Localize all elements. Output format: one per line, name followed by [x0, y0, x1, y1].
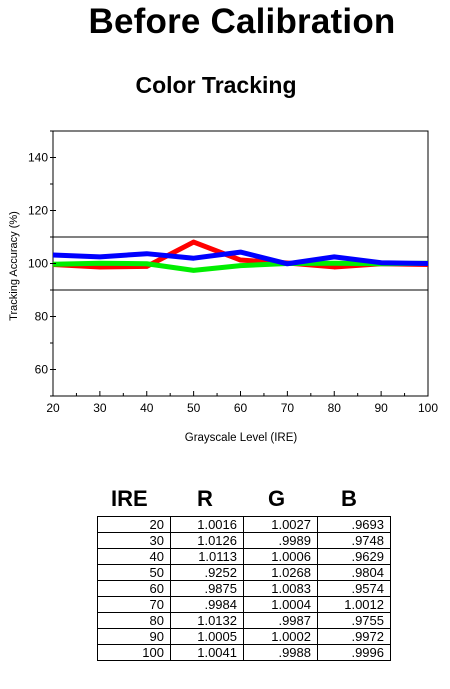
b-cell: .9755 [317, 612, 391, 629]
series-line-2 [52, 249, 429, 267]
g-cell: .9988 [243, 644, 318, 661]
g-cell: 1.0002 [243, 628, 318, 645]
table-row: 30 1.0126.9989.9748 [97, 532, 391, 549]
r-cell: 1.0126 [170, 532, 244, 549]
ire-cell: 90 [97, 628, 171, 645]
ire-cell: 60 [97, 580, 171, 597]
g-cell: .9989 [243, 532, 318, 549]
g-cell: 1.0083 [243, 580, 318, 597]
table-row: 70.9984 1.0004 1.0012 [97, 596, 391, 613]
b-cell: .9748 [317, 532, 391, 549]
x-tick-label: 20 [46, 401, 60, 415]
x-tick-label: 90 [374, 401, 388, 415]
b-cell: .9996 [317, 644, 391, 661]
ire-cell: 40 [97, 548, 171, 565]
b-cell: .9972 [317, 628, 391, 645]
r-cell: .9875 [170, 580, 244, 597]
b-cell: .9804 [317, 564, 391, 581]
x-tick-label: 70 [281, 401, 295, 415]
ire-cell: 100 [97, 644, 171, 661]
color-tracking-chart: 20 30 40 50 60 70 80 90 100 60 80 100 120 140 Graysca… [8, 130, 438, 444]
r-cell: 1.0113 [170, 548, 244, 565]
y-tick-label: 120 [28, 204, 48, 218]
chart-subtitle: Color Tracking [135, 72, 297, 98]
b-cell: .9574 [317, 580, 391, 597]
r-cell: 1.0041 [170, 644, 244, 661]
r-cell: 1.0132 [170, 612, 244, 629]
series-line-1 [52, 260, 429, 273]
g-cell: .9987 [243, 612, 318, 629]
table-row: 60.9875 1.0083.9574 [97, 580, 391, 597]
x-tick-label: 50 [187, 401, 201, 415]
ire-cell: 50 [97, 564, 171, 581]
table-row: 20 1.0016 1.0027.9693 [97, 516, 391, 533]
y-tick-label: 100 [28, 257, 48, 271]
table-header-r: R [197, 486, 213, 511]
table-row: 100 1.0041.9988.9996 [97, 644, 391, 661]
table-header-g: G [268, 486, 286, 511]
y-tick-label: 80 [35, 310, 49, 324]
b-cell: 1.0012 [317, 596, 391, 613]
ire-cell: 70 [97, 596, 171, 613]
g-cell: 1.0027 [243, 516, 318, 533]
y-tick-label: 60 [35, 363, 49, 377]
r-cell: .9252 [170, 564, 244, 581]
x-tick-label: 60 [234, 401, 248, 415]
g-cell: 1.0004 [243, 596, 318, 613]
page-title: Before Calibration [88, 2, 396, 41]
b-cell: .9693 [317, 516, 391, 533]
ire-cell: 80 [97, 612, 171, 629]
x-tick-label: 100 [418, 401, 438, 415]
x-axis-label: Grayscale Level (IRE) [185, 432, 298, 444]
ire-cell: 30 [97, 532, 171, 549]
x-tick-label: 30 [93, 401, 107, 415]
x-tick-label: 40 [140, 401, 154, 415]
table-row: 40 1.0113 1.0006.9629 [97, 548, 391, 565]
r-cell: .9984 [170, 596, 244, 613]
x-tick-label: 80 [328, 401, 342, 415]
g-cell: 1.0006 [243, 548, 318, 565]
r-cell: 1.0005 [170, 628, 244, 645]
y-tick-label: 140 [28, 151, 48, 165]
table-header-ire: IRE [111, 486, 148, 511]
b-cell: .9629 [317, 548, 391, 565]
table-row: 90 1.0005 1.0002.9972 [97, 628, 391, 645]
y-axis-label: Tracking Accuracy (%) [8, 211, 20, 321]
g-cell: 1.0268 [243, 564, 318, 581]
r-cell: 1.0016 [170, 516, 244, 533]
table-row: 50.9252 1.0268.9804 [97, 564, 391, 581]
table-row: 80 1.0132.9987.9755 [97, 612, 391, 629]
calibration-table: 20 1.0016 1.0027.9693 30 1.0126.9989.9748 40 1… [97, 516, 391, 661]
ire-cell: 20 [97, 516, 171, 533]
table-header-b: B [341, 486, 357, 511]
